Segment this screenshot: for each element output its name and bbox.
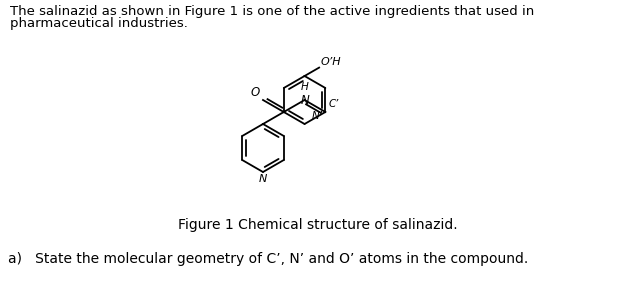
Text: C’: C’ xyxy=(328,99,339,109)
Text: a)   State the molecular geometry of C’, N’ and O’ atoms in the compound.: a) State the molecular geometry of C’, N… xyxy=(8,252,528,266)
Text: pharmaceutical industries.: pharmaceutical industries. xyxy=(10,17,188,30)
Text: N: N xyxy=(300,94,309,106)
Text: O’H: O’H xyxy=(320,57,341,67)
Text: N: N xyxy=(259,174,267,184)
Text: The salinazid as shown in Figure 1 is one of the active ingredients that used in: The salinazid as shown in Figure 1 is on… xyxy=(10,5,534,18)
Text: Figure 1 Chemical structure of salinazid.: Figure 1 Chemical structure of salinazid… xyxy=(178,218,458,232)
Text: N’: N’ xyxy=(311,111,322,121)
Text: O: O xyxy=(251,86,260,99)
Text: H: H xyxy=(301,82,308,92)
